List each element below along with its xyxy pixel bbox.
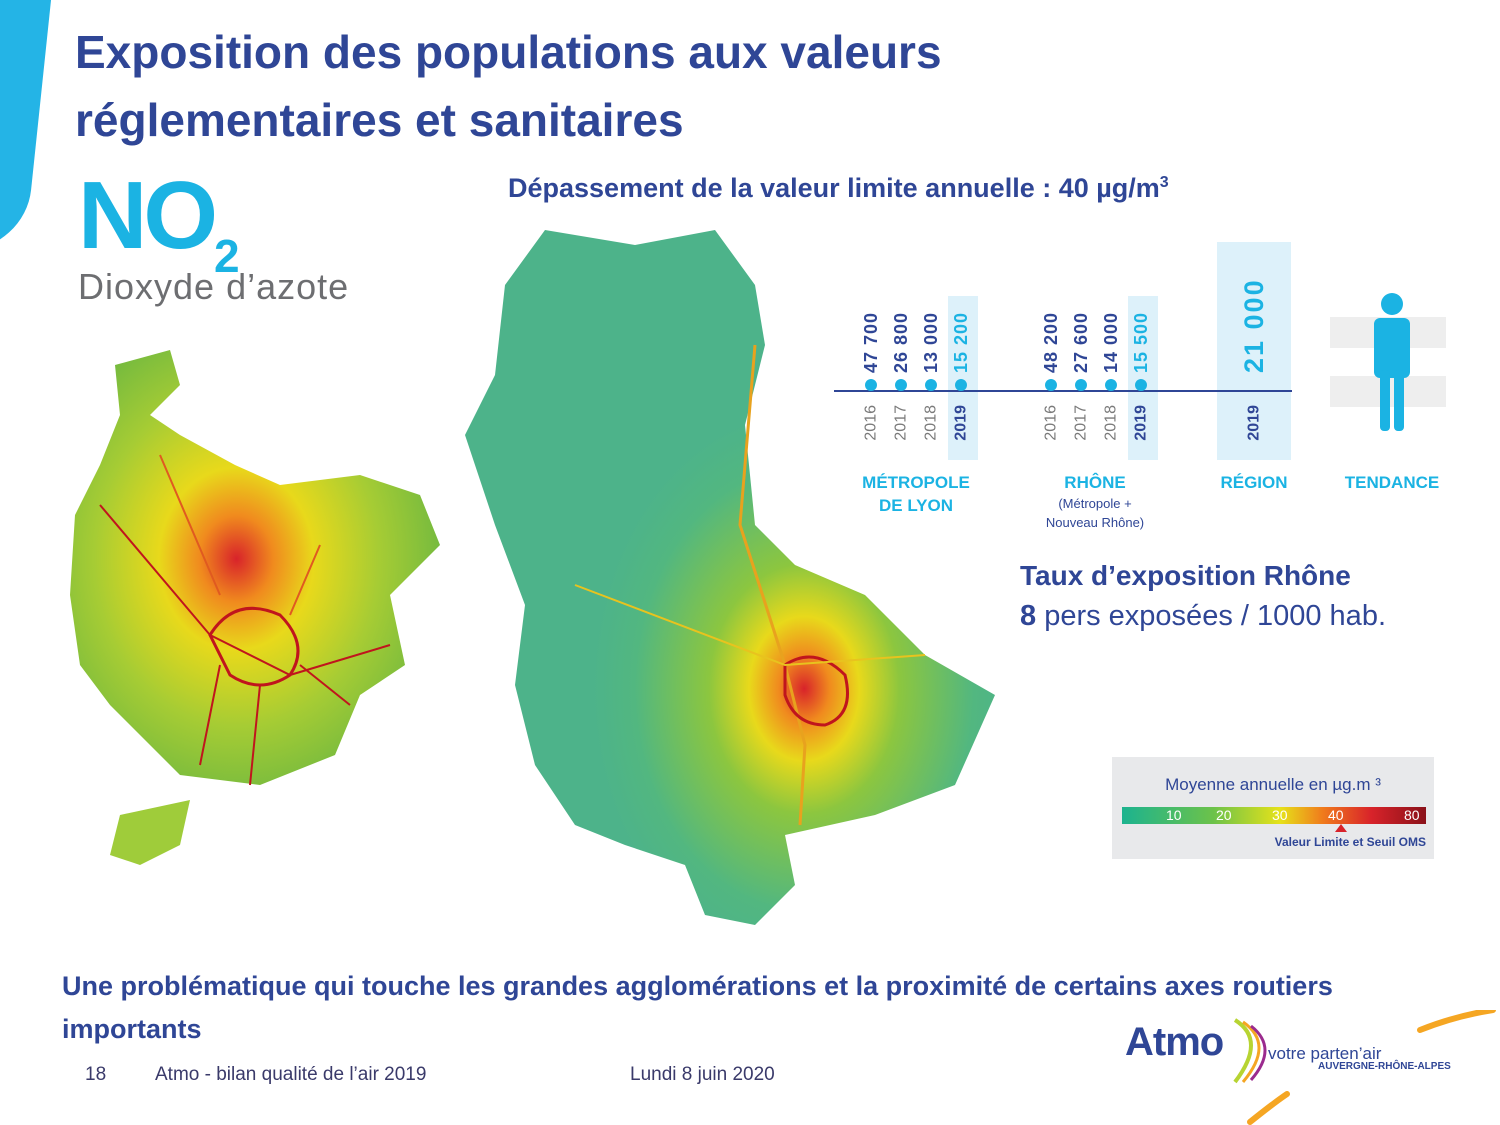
value-label: 21 000 — [1239, 278, 1269, 373]
exposure-rate-title: Taux d’exposition Rhône — [1020, 560, 1351, 591]
value-dot — [1135, 379, 1147, 391]
chart-heading: Dépassement de la valeur limite annuelle… — [508, 173, 1169, 204]
group-note: Nouveau Rhône) — [1046, 515, 1144, 530]
rhone-department-map — [465, 230, 995, 925]
footer-document: Atmo - bilan qualité de l’air 2019 — [155, 1064, 427, 1085]
lyon-metropole-map — [70, 350, 440, 865]
pollutant-subscript: 2 — [214, 230, 240, 282]
highlight-2019-rhone — [1128, 296, 1158, 460]
value-dot — [895, 379, 907, 391]
value-dot — [1045, 379, 1057, 391]
year-label: 2018 — [1103, 405, 1120, 441]
atmo-logo: Atmo — [1125, 1020, 1224, 1064]
year-label: 2017 — [1073, 405, 1090, 441]
exposure-rate-value: 8 — [1020, 600, 1037, 632]
group-label: RÉGION — [1220, 473, 1287, 492]
chart-heading-sup: 3 — [1159, 174, 1169, 191]
value-label: 27 600 — [1071, 312, 1091, 373]
group-label: RHÔNE — [1064, 473, 1125, 492]
value-dot — [1075, 379, 1087, 391]
value-label: 15 500 — [1131, 312, 1151, 373]
value-dot — [925, 379, 937, 391]
value-label: 14 000 — [1101, 312, 1121, 373]
value-label: 13 000 — [921, 312, 941, 373]
group-note: (Métropole + — [1058, 496, 1131, 511]
highlight-2019-metropole — [948, 296, 978, 460]
pollutant-formula-text: NO — [78, 162, 218, 269]
title-line-1: Exposition des populations aux valeurs — [75, 26, 942, 78]
exposure-chart: 47 700 2016 26 800 2017 13 000 2018 15 200 2019… — [834, 242, 1446, 530]
person-icon — [1381, 293, 1403, 315]
exposure-rate-unit: pers exposées / 1000 hab. — [1044, 600, 1387, 632]
legend-tick: 30 — [1272, 807, 1288, 823]
pollutant-name: Dioxyde d’azote — [78, 266, 350, 307]
logo-tagline: votre parten’air — [1268, 1044, 1382, 1063]
pollutant-formula: NO2 — [78, 168, 240, 280]
legend-tick: 10 — [1166, 807, 1182, 823]
trend-label: TENDANCE — [1345, 473, 1439, 492]
year-label: 2016 — [1043, 405, 1060, 441]
value-dot — [865, 379, 877, 391]
page-number: 18 — [85, 1064, 107, 1085]
year-label: 2019 — [1133, 405, 1150, 441]
year-label: 2018 — [923, 405, 940, 441]
legend-title: Moyenne annuelle en µg.m ³ — [1165, 775, 1381, 794]
conclusion-text: Une problématique qui touche les grandes… — [62, 971, 1333, 1044]
group-label: MÉTROPOLE — [862, 473, 970, 492]
legend-gradient-bar — [1122, 807, 1426, 824]
page-title: Exposition des populations aux valeurs r… — [75, 18, 1175, 154]
person-leg-icon — [1380, 370, 1390, 431]
chart-heading-text: Dépassement de la valeur limite annuelle… — [508, 173, 1160, 203]
exposure-rate: 8 pers exposées / 1000 hab. — [1020, 600, 1386, 633]
year-label: 2016 — [863, 405, 880, 441]
person-leg-icon — [1394, 370, 1404, 431]
value-dot — [955, 379, 967, 391]
highlight-region — [1217, 242, 1291, 460]
value-label: 15 200 — [951, 312, 971, 373]
year-label: 2019 — [1246, 405, 1263, 441]
legend-tick: 20 — [1216, 807, 1232, 823]
person-body-icon — [1374, 318, 1410, 378]
value-label: 47 700 — [861, 312, 881, 373]
footer-date: Lundi 8 juin 2020 — [630, 1064, 775, 1085]
year-label: 2019 — [953, 405, 970, 441]
legend-note: Valeur Limite et Seuil OMS — [1274, 835, 1426, 849]
value-dot — [1105, 379, 1117, 391]
value-label: 48 200 — [1041, 312, 1061, 373]
legend-tick: 80 — [1404, 807, 1420, 823]
logo-swoosh-icon — [1233, 1010, 1496, 1125]
decorative-band — [0, 0, 56, 250]
year-label: 2017 — [893, 405, 910, 441]
value-label: 26 800 — [891, 312, 911, 373]
group-label: DE LYON — [879, 496, 953, 515]
legend-tick: 40 — [1328, 807, 1344, 823]
limit-marker-icon — [1335, 824, 1347, 832]
color-scale-legend: Moyenne annuelle en µg.m ³ 10 20 30 40 8… — [1112, 757, 1434, 859]
logo-region: AUVERGNE-RHÔNE-ALPES — [1318, 1061, 1451, 1072]
title-line-2: réglementaires et sanitaires — [75, 94, 684, 147]
